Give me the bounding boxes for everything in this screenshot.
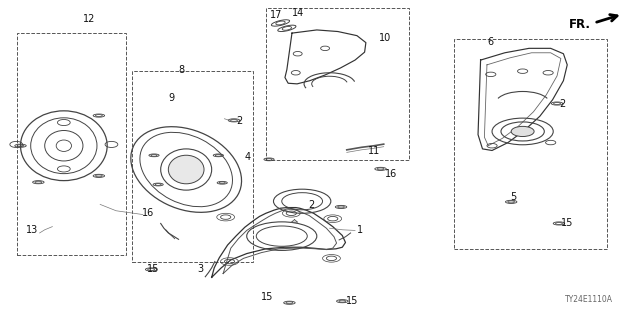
Bar	[266, 8, 409, 160]
Text: TY24E1110A: TY24E1110A	[565, 295, 613, 304]
Text: 17: 17	[270, 10, 283, 20]
Text: 14: 14	[292, 8, 304, 19]
Bar	[17, 33, 125, 255]
Text: 15: 15	[261, 292, 274, 302]
Text: 6: 6	[487, 37, 493, 47]
Text: 8: 8	[179, 65, 185, 75]
Text: 4: 4	[245, 152, 251, 163]
Bar	[454, 39, 607, 249]
Bar	[132, 71, 253, 261]
Text: 16: 16	[385, 169, 397, 179]
Text: 2: 2	[236, 116, 242, 126]
Text: 16: 16	[141, 208, 154, 218]
Text: 9: 9	[168, 93, 175, 103]
Text: 11: 11	[369, 146, 381, 156]
Text: 12: 12	[83, 14, 95, 24]
Ellipse shape	[168, 155, 204, 184]
Text: 3: 3	[198, 264, 204, 275]
Text: 15: 15	[147, 264, 159, 275]
Ellipse shape	[511, 126, 534, 137]
Text: FR.: FR.	[569, 18, 591, 31]
Text: 2: 2	[559, 99, 565, 108]
Text: 5: 5	[510, 192, 516, 203]
Text: 15: 15	[561, 218, 573, 228]
Text: 15: 15	[346, 296, 358, 306]
Text: 1: 1	[357, 225, 363, 236]
Text: 10: 10	[379, 33, 391, 43]
Text: 2: 2	[308, 200, 315, 210]
Text: 13: 13	[26, 225, 38, 236]
